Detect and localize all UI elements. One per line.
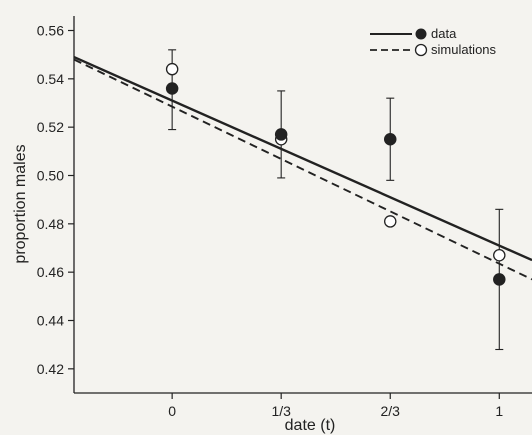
y-tick-label: 0.56 <box>37 23 64 39</box>
point-data <box>165 82 179 95</box>
fit-line-simulations <box>73 58 532 281</box>
legend: data simulations <box>370 26 497 57</box>
x-tick-label: 2/3 <box>381 403 401 419</box>
y-tick-label: 0.52 <box>37 119 64 135</box>
y-tick-label: 0.48 <box>37 216 64 232</box>
y-axis-label: proportion males <box>12 144 29 263</box>
y-tick-label: 0.44 <box>37 313 64 329</box>
plot-area: 0.42 0.44 0.46 0.48 0.50 0.52 0.54 0.56 0 1/3 2/3… <box>37 16 532 419</box>
y-tick-label: 0.42 <box>37 361 64 377</box>
legend-label-simulations: simulations <box>431 42 497 57</box>
y-tick-label: 0.50 <box>37 168 64 184</box>
point-simulations <box>383 215 397 228</box>
x-tick-label: 0 <box>168 403 176 419</box>
point-data <box>383 132 397 146</box>
x-tick-label: 1/3 <box>271 403 291 419</box>
legend-label-data: data <box>431 26 457 41</box>
y-tick-label: 0.54 <box>37 71 64 87</box>
y-tick-label: 0.46 <box>37 264 64 280</box>
x-axis-label: date (t) <box>285 417 336 434</box>
x-tick-label: 1 <box>495 403 503 419</box>
point-data <box>274 128 288 141</box>
fit-line-data <box>73 55 532 262</box>
point-simulations <box>493 248 506 262</box>
legend-marker-simulations <box>414 43 428 57</box>
point-data <box>493 273 506 286</box>
legend-marker-data <box>415 28 427 40</box>
point-simulations <box>165 62 179 76</box>
